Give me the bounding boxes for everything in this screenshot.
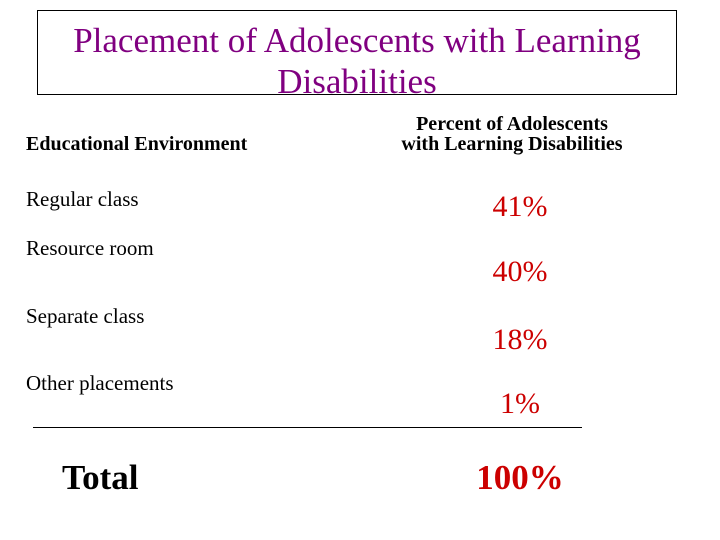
total-label: Total (62, 458, 139, 497)
column-header-percent-line-2: with Learning Disabilities (401, 133, 623, 155)
page-title-line-1: Placement of Adolescents with Learning (73, 21, 641, 60)
column-header-percent: Percent of Adolescents with Learning Dis… (372, 114, 652, 154)
row-regular-class-label: Regular class (26, 187, 139, 211)
table-divider (33, 427, 582, 428)
title-box: Placement of Adolescents with Learning D… (37, 10, 677, 101)
page-title-line-2: Disabilities (277, 62, 437, 101)
column-header-environment: Educational Environment (26, 133, 248, 155)
row-regular-class-percent: 41% (492, 190, 548, 223)
total-percent: 100% (476, 458, 564, 497)
row-other-placements-percent: 1% (500, 387, 540, 420)
row-separate-class-percent: 18% (492, 323, 548, 356)
column-header-percent-line-1: Percent of Adolescents (416, 113, 608, 135)
row-resource-room-label: Resource room (26, 236, 154, 260)
row-resource-room-percent: 40% (492, 255, 548, 288)
row-other-placements-label: Other placements (26, 371, 174, 395)
row-separate-class-label: Separate class (26, 304, 145, 328)
